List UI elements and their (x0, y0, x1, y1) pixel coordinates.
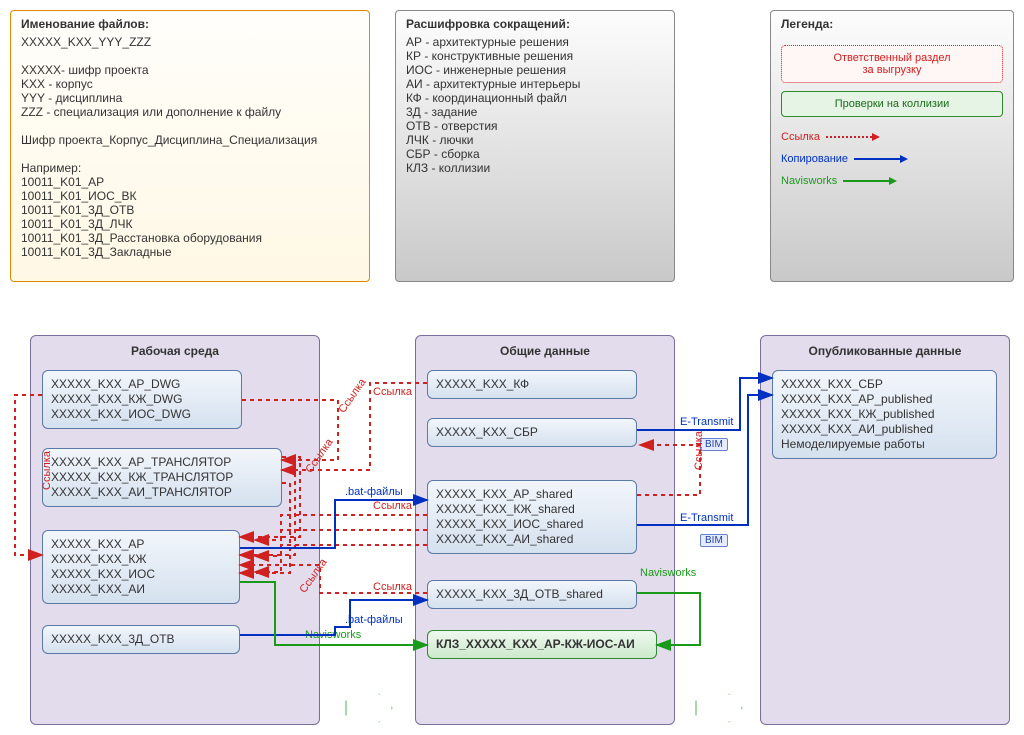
legend-row-copy: Копирование (781, 153, 1003, 165)
lbl-bat-1: .bat-файлы (345, 486, 403, 498)
lbl-bat-2: .bat-файлы (345, 614, 403, 626)
legend-panel: Легенда: Ответственный раздел за выгрузк… (770, 10, 1014, 282)
abbrev-title: Расшифровка сокращений: (406, 17, 664, 31)
box-kf: XXXXX_KXX_КФ (427, 370, 637, 399)
legend-title: Легенда: (781, 17, 1003, 31)
naming-title: Именование файлов: (21, 17, 359, 31)
box-shared: XXXXX_KXX_АР_shared XXXXX_KXX_КЖ_shared … (427, 480, 637, 554)
box-dwg: XXXXX_KXX_АР_DWG XXXXX_KXX_КЖ_DWG XXXXX_… (42, 370, 242, 429)
lbl-link-7: Ссылка (693, 431, 705, 470)
legend-line-green (843, 180, 889, 182)
lbl-etransmit-1: E-Transmit (680, 416, 733, 428)
badge-bim-2: BIM (700, 534, 728, 547)
block-arrow-1 (345, 693, 393, 723)
naming-panel: Именование файлов: XXXXX_KXX_YYY_ZZZ XXX… (10, 10, 370, 282)
lane-work-title: Рабочая среда (31, 336, 319, 366)
legend-arrow-blue (900, 155, 908, 163)
legend-navis-label: Navisworks (781, 175, 837, 187)
lbl-link-6: Ссылка (373, 581, 412, 593)
lbl-etransmit-2: E-Transmit (680, 512, 733, 524)
legend-arrow-green (889, 177, 897, 185)
lbl-nav-2: Navisworks (640, 567, 696, 579)
legend-row-link: Ссылка (781, 131, 1003, 143)
lbl-link-left: Ссылка (41, 451, 53, 490)
box-sbr: XXXXX_KXX_СБР (427, 418, 637, 447)
abbrev-panel: Расшифровка сокращений: АР - архитектурн… (395, 10, 675, 282)
box-otv: XXXXX_KXX_3Д_ОТВ (42, 625, 240, 654)
legend-copy-label: Копирование (781, 153, 848, 165)
box-pub: XXXXX_KXX_СБР XXXXX_KXX_АР_published XXX… (772, 370, 997, 459)
lane-shared-title: Общие данные (416, 336, 674, 366)
lbl-link-4: Ссылка (373, 386, 412, 398)
box-otv-shared: XXXXX_KXX_3Д_ОТВ_shared (427, 580, 637, 609)
box-trans: XXXXX_KXX_АР_ТРАНСЛЯТОР XXXXX_KXX_КЖ_ТРА… (42, 448, 282, 507)
lbl-link-1: Ссылка (336, 377, 368, 416)
block-arrow-2 (695, 693, 743, 723)
box-klz: КЛЗ_XXXXX_KXX_АР-КЖ-ИОС-АИ (427, 630, 657, 659)
naming-body: XXXXX_KXX_YYY_ZZZ XXXXX- шифр проекта KX… (21, 35, 359, 259)
legend-box-responsible: Ответственный раздел за выгрузку (781, 45, 1003, 83)
lbl-nav-1: Navisworks (305, 629, 361, 641)
abbrev-body: АР - архитектурные решения КР - конструк… (406, 35, 664, 175)
legend-link-label: Ссылка (781, 131, 820, 143)
legend-line-blue (854, 158, 900, 160)
legend-arrow-red (872, 133, 880, 141)
lane-pub-title: Опубликованные данные (761, 336, 1009, 366)
lbl-link-5: Ссылка (373, 500, 412, 512)
legend-box-collision: Проверки на коллизии (781, 91, 1003, 117)
legend-row-navis: Navisworks (781, 175, 1003, 187)
legend-line-red (826, 136, 872, 138)
box-main: XXXXX_KXX_АР XXXXX_KXX_КЖ XXXXX_KXX_ИОС … (42, 530, 240, 604)
